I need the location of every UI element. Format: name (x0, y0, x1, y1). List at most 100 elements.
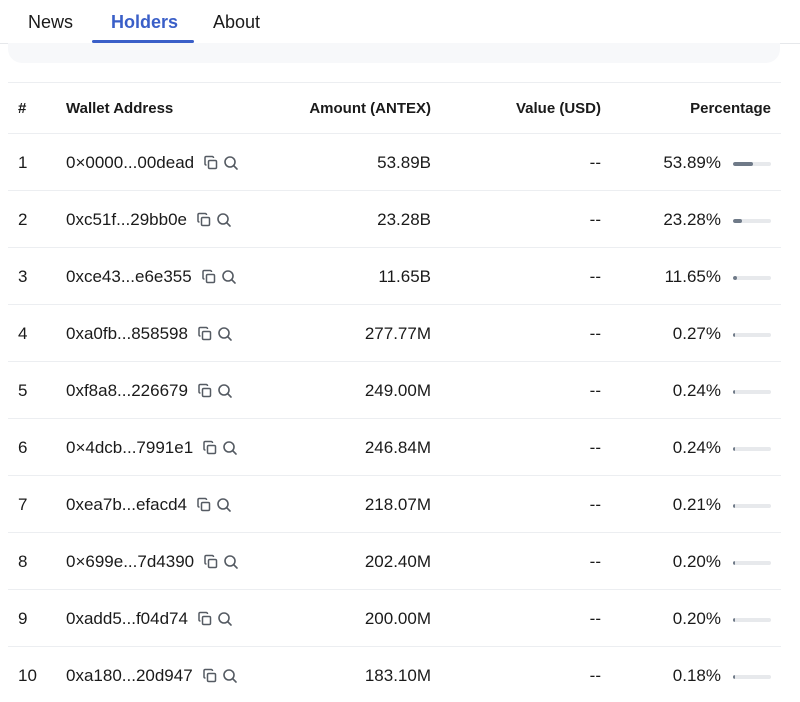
percentage-bar-fill (733, 675, 735, 679)
value-cell: -- (589, 381, 601, 400)
search-icon[interactable] (216, 610, 234, 628)
copy-icon[interactable] (201, 667, 219, 685)
percentage-cell: 0.24% (672, 381, 721, 400)
address-cell: 0×0000...00dead (66, 153, 240, 173)
percentage-bar (733, 561, 771, 565)
copy-icon[interactable] (202, 553, 220, 571)
header-wallet-address: Wallet Address (66, 100, 174, 117)
table-body: 1 0×0000...00dead 53.89B -- 53.89% 2 (8, 134, 781, 702)
search-icon[interactable] (222, 553, 240, 571)
rank-cell: 1 (18, 153, 28, 172)
amount-cell: 249.00M (364, 381, 431, 400)
percentage-cell: 0.20% (672, 609, 721, 628)
percentage-bar-fill (733, 162, 754, 166)
percentage-bar (733, 447, 771, 451)
address-cell: 0xc51f...29bb0e (66, 210, 233, 230)
tab-bar: News Holders About (0, 0, 800, 44)
wallet-address-link[interactable]: 0×0000...00dead (66, 153, 195, 172)
table-row: 2 0xc51f...29bb0e 23.28B -- 23.28% (8, 191, 781, 248)
value-cell: -- (589, 153, 601, 172)
percentage-cell: 0.24% (672, 438, 721, 457)
address-cell: 0xea7b...efacd4 (66, 495, 233, 515)
address-cell: 0xa0fb...858598 (66, 324, 234, 344)
value-cell: -- (589, 324, 601, 343)
rank-cell: 5 (18, 381, 28, 400)
address-cell: 0×699e...7d4390 (66, 552, 240, 572)
address-cell: 0xf8a8...226679 (66, 381, 234, 401)
percentage-bar (733, 219, 771, 223)
search-icon[interactable] (220, 268, 238, 286)
amount-cell: 246.84M (364, 438, 431, 457)
tab-about[interactable]: About (213, 12, 261, 32)
percentage-cell: 23.28% (663, 210, 721, 229)
percentage-bar-fill (733, 504, 735, 508)
amount-cell: 202.40M (364, 552, 431, 571)
table-row: 5 0xf8a8...226679 249.00M -- 0.24% (8, 362, 781, 419)
header-rank: # (18, 100, 27, 117)
amount-cell: 200.00M (364, 609, 431, 628)
copy-icon[interactable] (200, 268, 218, 286)
search-icon[interactable] (216, 325, 234, 343)
value-cell: -- (589, 210, 601, 229)
percentage-cell: 11.65% (664, 267, 721, 286)
copy-icon[interactable] (201, 439, 219, 457)
copy-icon[interactable] (196, 382, 214, 400)
table-row: 10 0xa180...20d947 183.10M -- 0.18% (8, 647, 781, 702)
rank-cell: 3 (18, 267, 28, 286)
amount-cell: 53.89B (377, 153, 431, 172)
search-icon[interactable] (221, 439, 239, 457)
search-icon[interactable] (216, 382, 234, 400)
table-row: 7 0xea7b...efacd4 218.07M -- 0.21% (8, 476, 781, 533)
rank-cell: 7 (18, 495, 28, 514)
address-cell: 0xce43...e6e355 (66, 267, 238, 287)
value-cell: -- (589, 438, 601, 457)
wallet-address-link[interactable]: 0xea7b...efacd4 (66, 495, 187, 514)
table-row: 3 0xce43...e6e355 11.65B -- 11.65% (8, 248, 781, 305)
percentage-bar-fill (733, 219, 742, 223)
table-row: 1 0×0000...00dead 53.89B -- 53.89% (8, 134, 781, 191)
wallet-address-link[interactable]: 0×699e...7d4390 (66, 552, 195, 571)
value-cell: -- (589, 495, 601, 514)
rank-cell: 9 (18, 609, 28, 628)
address-cell: 0xadd5...f04d74 (66, 609, 234, 629)
wallet-address-link[interactable]: 0xf8a8...226679 (66, 381, 188, 400)
holders-table: # Wallet Address Amount (ANTEX) Value (U… (8, 82, 781, 702)
amount-cell: 277.77M (364, 324, 431, 343)
tab-holders[interactable]: Holders (111, 12, 179, 32)
percentage-cell: 0.18% (672, 666, 721, 685)
wallet-address-link[interactable]: 0xadd5...f04d74 (66, 609, 188, 628)
rank-cell: 6 (18, 438, 28, 457)
value-cell: -- (589, 267, 601, 286)
copy-icon[interactable] (202, 154, 220, 172)
header-amount: Amount (ANTEX) (309, 100, 431, 117)
wallet-address-link[interactable]: 0xa0fb...858598 (66, 324, 188, 343)
search-icon[interactable] (221, 667, 239, 685)
value-cell: -- (589, 609, 601, 628)
search-icon[interactable] (215, 211, 233, 229)
wallet-address-link[interactable]: 0xc51f...29bb0e (66, 210, 187, 229)
value-cell: -- (589, 552, 601, 571)
percentage-bar (733, 675, 771, 679)
header-value: Value (USD) (515, 100, 601, 117)
amount-cell: 11.65B (378, 267, 431, 286)
amount-cell: 23.28B (377, 210, 431, 229)
wallet-address-link[interactable]: 0xa180...20d947 (66, 666, 193, 685)
copy-icon[interactable] (196, 325, 214, 343)
table-header-row: # Wallet Address Amount (ANTEX) Value (U… (8, 82, 781, 134)
copy-icon[interactable] (196, 610, 214, 628)
copy-icon[interactable] (195, 211, 213, 229)
percentage-bar-fill (733, 447, 735, 451)
percentage-bar (733, 276, 771, 280)
percentage-bar-fill (733, 561, 735, 565)
table-row: 8 0×699e...7d4390 202.40M -- 0.20% (8, 533, 781, 590)
table-row: 9 0xadd5...f04d74 200.00M -- 0.20% (8, 590, 781, 647)
copy-icon[interactable] (195, 496, 213, 514)
wallet-address-link[interactable]: 0×4dcb...7991e1 (66, 438, 194, 457)
wallet-address-link[interactable]: 0xce43...e6e355 (66, 267, 192, 286)
value-cell: -- (589, 666, 601, 685)
search-icon[interactable] (222, 154, 240, 172)
percentage-bar-fill (733, 333, 735, 337)
active-tab-indicator (92, 40, 194, 43)
search-icon[interactable] (215, 496, 233, 514)
tab-news[interactable]: News (28, 12, 74, 32)
